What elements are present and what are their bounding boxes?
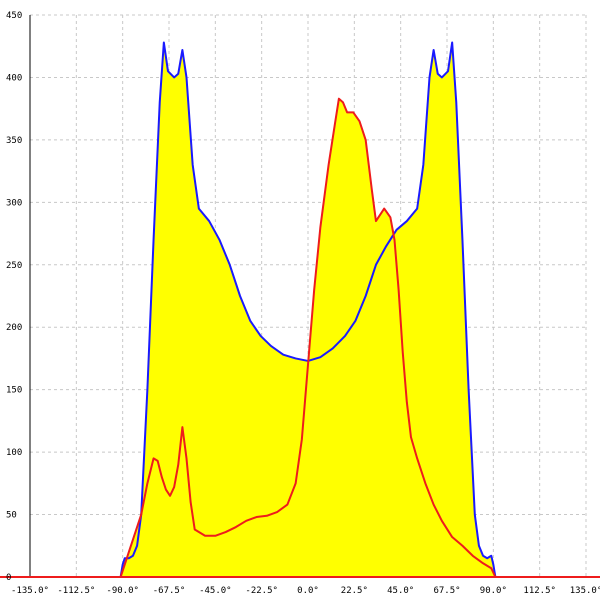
x-tick-label: 22.5° [341, 586, 368, 596]
y-tick-label: 0 [6, 573, 11, 583]
y-tick-label: 200 [6, 323, 22, 333]
y-tick-label: 100 [6, 448, 22, 458]
y-tick-label: 450 [6, 11, 22, 21]
x-tick-label: 67.5° [433, 586, 460, 596]
x-tick-label: -90.0° [106, 586, 139, 596]
y-tick-label: 350 [6, 136, 22, 146]
x-tick-label: 45.0° [387, 586, 414, 596]
axes [0, 15, 600, 578]
y-tick-label: 250 [6, 261, 22, 271]
x-tick-label: 135.0° [570, 586, 600, 596]
fill-area [120, 42, 496, 578]
x-tick-label: -67.5° [153, 586, 186, 596]
y-tick-label: 150 [6, 386, 22, 396]
y-tick-label: 300 [6, 198, 22, 208]
y-tick-label: 400 [6, 73, 22, 83]
series-line-2 [119, 97, 497, 578]
x-tick-label: 112.5° [523, 586, 556, 596]
series-lines [119, 41, 497, 578]
x-tick-label: -135.0° [11, 586, 49, 596]
x-tick-label: -22.5° [245, 586, 278, 596]
fill-area-group [120, 42, 496, 578]
x-tick-label: -45.0° [199, 586, 232, 596]
tick-labels: 0 50 100 150 200 250 300 350 400 450 -135.0° -112.5… [6, 11, 600, 596]
x-tick-label: -112.5° [57, 586, 95, 596]
x-tick-label: 90.0° [480, 586, 507, 596]
x-tick-label: 0.0° [297, 586, 319, 596]
y-tick-label: 50 [6, 511, 17, 521]
